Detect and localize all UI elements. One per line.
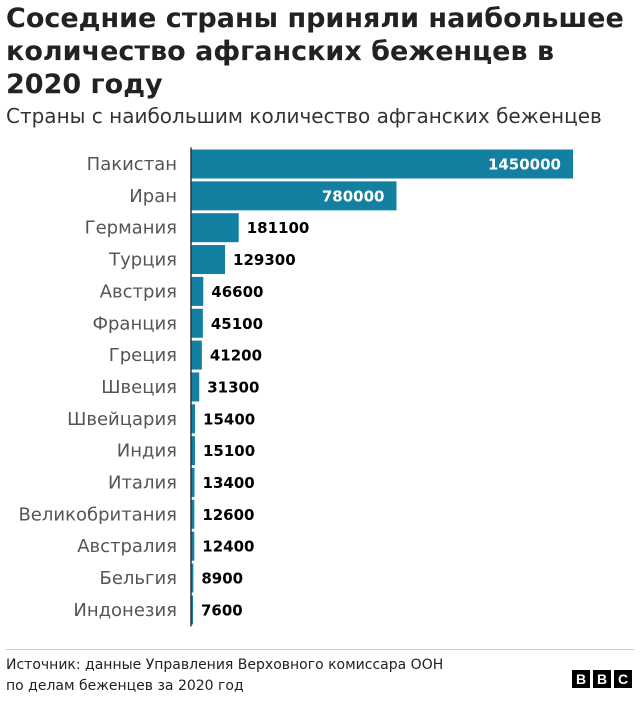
bar xyxy=(191,436,195,466)
category-label: Турция xyxy=(108,250,177,271)
category-label: Швеция xyxy=(101,377,177,398)
category-label: Швейцария xyxy=(67,409,177,430)
bar xyxy=(191,181,397,211)
data-label: 15100 xyxy=(203,442,255,460)
bar xyxy=(191,372,200,402)
source-note: Источник: данные Управления Верховного к… xyxy=(6,655,526,697)
logo-letter-1: B xyxy=(572,670,590,688)
source-line-2: по делам беженцев за 2020 год xyxy=(6,678,244,694)
bar xyxy=(191,531,195,561)
category-label: Италия xyxy=(108,473,177,494)
category-label: Греция xyxy=(109,345,177,366)
category-label: Великобритания xyxy=(18,504,177,525)
data-label: 12400 xyxy=(202,538,254,556)
data-label: 45100 xyxy=(211,315,263,333)
bbc-logo: B B C xyxy=(572,670,632,688)
data-label: 31300 xyxy=(207,378,259,396)
data-label: 15400 xyxy=(203,410,255,428)
category-label: Германия xyxy=(85,218,177,239)
data-label: 1450000 xyxy=(488,156,561,174)
bar xyxy=(191,308,203,338)
data-label: 46600 xyxy=(211,283,263,301)
chart-subtitle: Страны с наибольшим количество афганских… xyxy=(6,104,602,128)
chart-title: Соседние страны приняли наибольшее колич… xyxy=(6,3,624,100)
data-label: 780000 xyxy=(322,187,385,205)
bar xyxy=(191,213,239,243)
footer-divider xyxy=(6,649,634,650)
logo-letter-2: B xyxy=(593,670,611,688)
data-label: 181100 xyxy=(247,219,310,237)
data-label: 7600 xyxy=(201,601,243,619)
category-label: Австралия xyxy=(77,536,177,557)
bar xyxy=(191,468,195,497)
source-line-1: Источник: данные Управления Верховного к… xyxy=(6,657,444,673)
bar xyxy=(191,563,194,593)
bar xyxy=(191,276,204,306)
bar-chart: Пакистан 1450000 Иран 780000 Германия 181100 Т… xyxy=(18,147,573,627)
bar xyxy=(191,149,573,179)
category-label: Иран xyxy=(129,186,177,207)
category-label: Франция xyxy=(93,313,178,334)
data-label: 8900 xyxy=(201,570,243,588)
bar xyxy=(191,499,195,529)
data-label: 13400 xyxy=(203,474,255,492)
bar xyxy=(191,595,193,625)
category-label: Бельгия xyxy=(99,568,177,589)
bar xyxy=(191,404,196,434)
category-label: Индия xyxy=(117,441,177,462)
category-label: Австрия xyxy=(100,281,177,302)
bar xyxy=(191,245,226,275)
data-label: 129300 xyxy=(233,251,296,269)
bar xyxy=(191,340,202,370)
data-label: 12600 xyxy=(202,506,254,524)
logo-letter-3: C xyxy=(614,670,632,688)
data-label: 41200 xyxy=(210,347,262,365)
category-label: Пакистан xyxy=(87,154,177,175)
category-label: Индонезия xyxy=(73,600,177,621)
